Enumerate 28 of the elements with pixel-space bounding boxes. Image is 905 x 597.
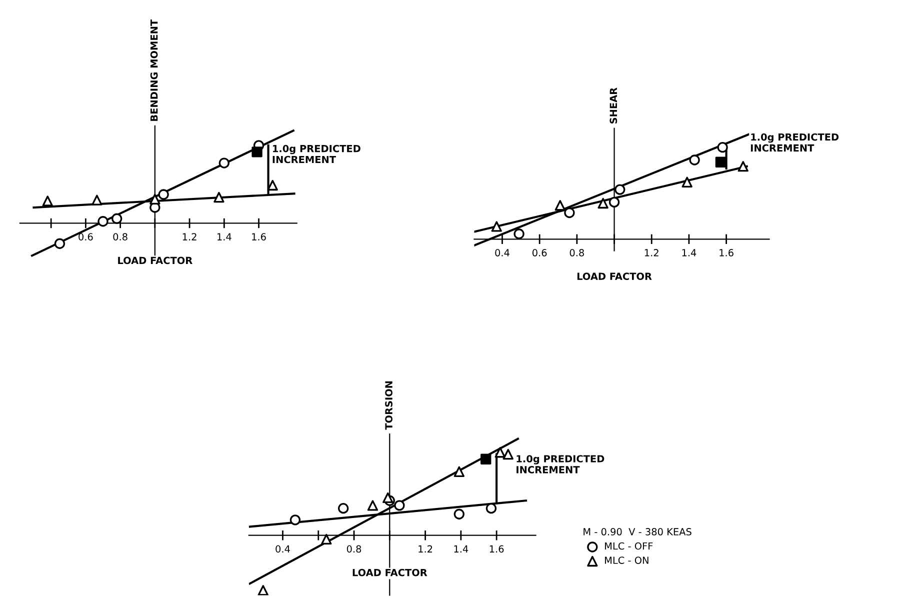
x-axis-title: LOAD FACTOR xyxy=(352,568,428,576)
legend-label: MLC - OFF xyxy=(605,542,653,550)
x-tick-label: 0.6 xyxy=(78,233,93,240)
x-axis-title: LOAD FACTOR xyxy=(577,272,652,280)
legend-title: M - 0.90 V - 380 KEAS xyxy=(584,528,692,536)
x-axis-title: LOAD FACTOR xyxy=(118,256,192,264)
x-tick-label: 1.6 xyxy=(720,249,734,256)
x-tick-label: 1.6 xyxy=(252,233,266,240)
y-axis-title: TORSION xyxy=(385,381,392,430)
x-tick-label: 0.4 xyxy=(495,249,510,256)
x-tick-label: 0.8 xyxy=(113,233,128,240)
legend-label: MLC - ON xyxy=(605,556,648,564)
x-tick-label: 0.4 xyxy=(276,545,290,553)
annotation: 1.0g PREDICTED INCREMENT xyxy=(750,133,839,152)
y-axis-title: BENDING MOMENT xyxy=(150,19,158,121)
annotation: 1.0g PREDICTED INCREMENT xyxy=(272,144,360,164)
annotation: 1.0g PREDICTED INCREMENT xyxy=(516,455,604,474)
x-tick-label: 1.6 xyxy=(490,545,504,553)
x-tick-label: 1.4 xyxy=(217,233,232,240)
x-tick-label: 0.6 xyxy=(532,249,547,256)
x-tick-label: 1.2 xyxy=(644,249,658,256)
x-tick-label: 1.2 xyxy=(182,233,196,240)
y-axis-title: SHEAR xyxy=(610,88,618,124)
x-tick-label: 0.8 xyxy=(346,545,362,553)
x-tick-label: 1.2 xyxy=(418,545,432,552)
x-tick-label: 1.4 xyxy=(454,545,468,552)
x-tick-label: 1.4 xyxy=(682,249,696,256)
x-tick-label: 0.8 xyxy=(570,249,584,256)
